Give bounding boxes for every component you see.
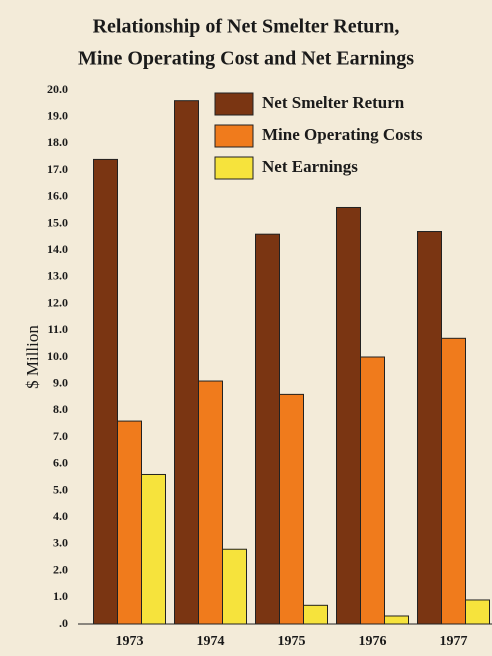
legend-swatch — [214, 92, 254, 116]
bar — [441, 337, 466, 625]
y-tick-label: 9.0 — [53, 375, 68, 389]
y-tick-label: 11.0 — [48, 322, 68, 336]
legend-label: Mine Operating Costs — [262, 125, 423, 144]
y-tick-label: 7.0 — [53, 429, 68, 443]
bar — [198, 380, 223, 625]
bar — [303, 604, 328, 625]
bar — [360, 356, 385, 625]
y-tick-label: 17.0 — [47, 162, 68, 176]
bar — [141, 473, 166, 625]
bar — [465, 599, 490, 625]
y-tick-label: 16.0 — [47, 189, 68, 203]
legend-swatch — [214, 124, 254, 148]
y-tick-label: 8.0 — [53, 402, 68, 416]
x-tick-label: 1973 — [116, 634, 144, 649]
y-tick-label: 2.0 — [53, 562, 68, 576]
x-tick-label: 1974 — [197, 634, 225, 649]
bar — [117, 420, 142, 625]
y-tick-label: 3.0 — [53, 536, 68, 550]
bar — [222, 548, 247, 625]
y-tick-label: 18.0 — [47, 135, 68, 149]
legend-label: Net Smelter Return — [262, 93, 405, 112]
x-tick-label: 1975 — [278, 634, 306, 649]
y-tick-label: 12.0 — [47, 295, 68, 309]
y-tick-label: 20.0 — [47, 82, 68, 96]
x-tick-label: 1976 — [359, 634, 387, 649]
bar — [417, 231, 442, 625]
chart-title: Relationship of Net Smelter Return, — [93, 16, 400, 38]
chart-title: Mine Operating Cost and Net Earnings — [78, 48, 414, 70]
y-tick-label: 10.0 — [47, 349, 68, 363]
y-tick-label: 5.0 — [53, 482, 68, 496]
legend-label: Net Earnings — [262, 157, 358, 176]
bar — [336, 206, 361, 625]
y-tick-label: .0 — [59, 616, 68, 630]
y-tick-label: 1.0 — [53, 589, 68, 603]
y-tick-label: 13.0 — [47, 269, 68, 283]
y-tick-label: 19.0 — [47, 108, 68, 122]
y-tick-label: 15.0 — [47, 215, 68, 229]
x-tick-label: 1977 — [440, 634, 468, 649]
bar — [93, 158, 118, 625]
bar — [174, 100, 199, 625]
y-tick-label: 6.0 — [53, 456, 68, 470]
bar — [279, 393, 304, 625]
y-tick-label: 4.0 — [53, 509, 68, 523]
y-tick-label: 14.0 — [47, 242, 68, 256]
bar — [255, 233, 280, 625]
legend-swatch — [214, 156, 254, 180]
y-axis-label: $ Million — [23, 325, 42, 389]
bar — [384, 615, 409, 625]
